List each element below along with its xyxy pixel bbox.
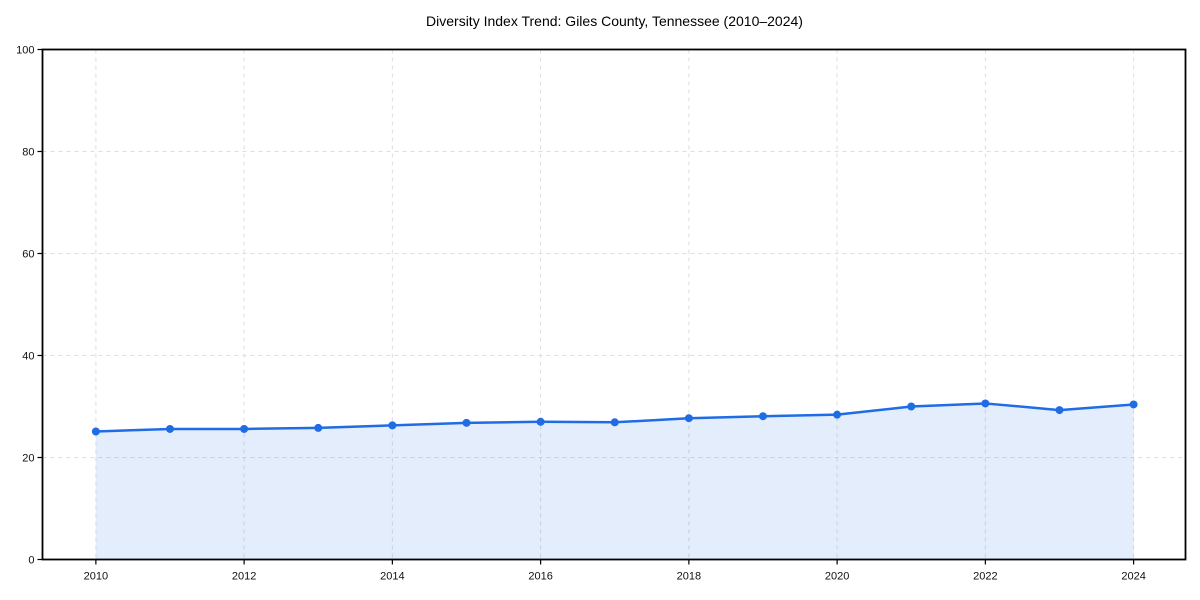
data-point — [314, 423, 323, 432]
data-point — [462, 418, 471, 427]
data-point — [1129, 400, 1138, 409]
plot-border — [41, 48, 1187, 561]
x-tick-label: 2012 — [232, 571, 256, 583]
data-point — [536, 417, 545, 426]
series-area — [95, 403, 1134, 560]
x-tick-label: 2016 — [528, 571, 552, 583]
data-point — [610, 418, 619, 427]
data-point — [388, 421, 397, 430]
y-tick-label: 20 — [22, 453, 34, 465]
chart-title: Diversity Index Trend: Giles County, Ten… — [426, 13, 803, 29]
x-tick-label: 2018 — [677, 571, 701, 583]
data-point — [1055, 406, 1064, 415]
x-tick-label: 2010 — [84, 571, 108, 583]
data-point — [758, 412, 767, 421]
data-point — [684, 414, 693, 423]
data-point — [833, 410, 842, 419]
data-point — [981, 399, 990, 408]
y-tick-label: 40 — [22, 351, 34, 363]
data-point — [907, 402, 916, 411]
y-tick-label: 0 — [28, 555, 34, 567]
x-tick-label: 2024 — [1121, 571, 1145, 583]
x-tick-label: 2022 — [973, 571, 997, 583]
x-tick-label: 2020 — [825, 571, 849, 583]
data-point — [91, 427, 100, 436]
x-tick-label: 2014 — [380, 571, 404, 583]
y-tick-label: 80 — [22, 147, 34, 159]
data-point — [165, 424, 174, 433]
data-point — [240, 424, 249, 433]
y-tick-label: 100 — [16, 45, 34, 57]
y-tick-label: 60 — [22, 249, 34, 261]
